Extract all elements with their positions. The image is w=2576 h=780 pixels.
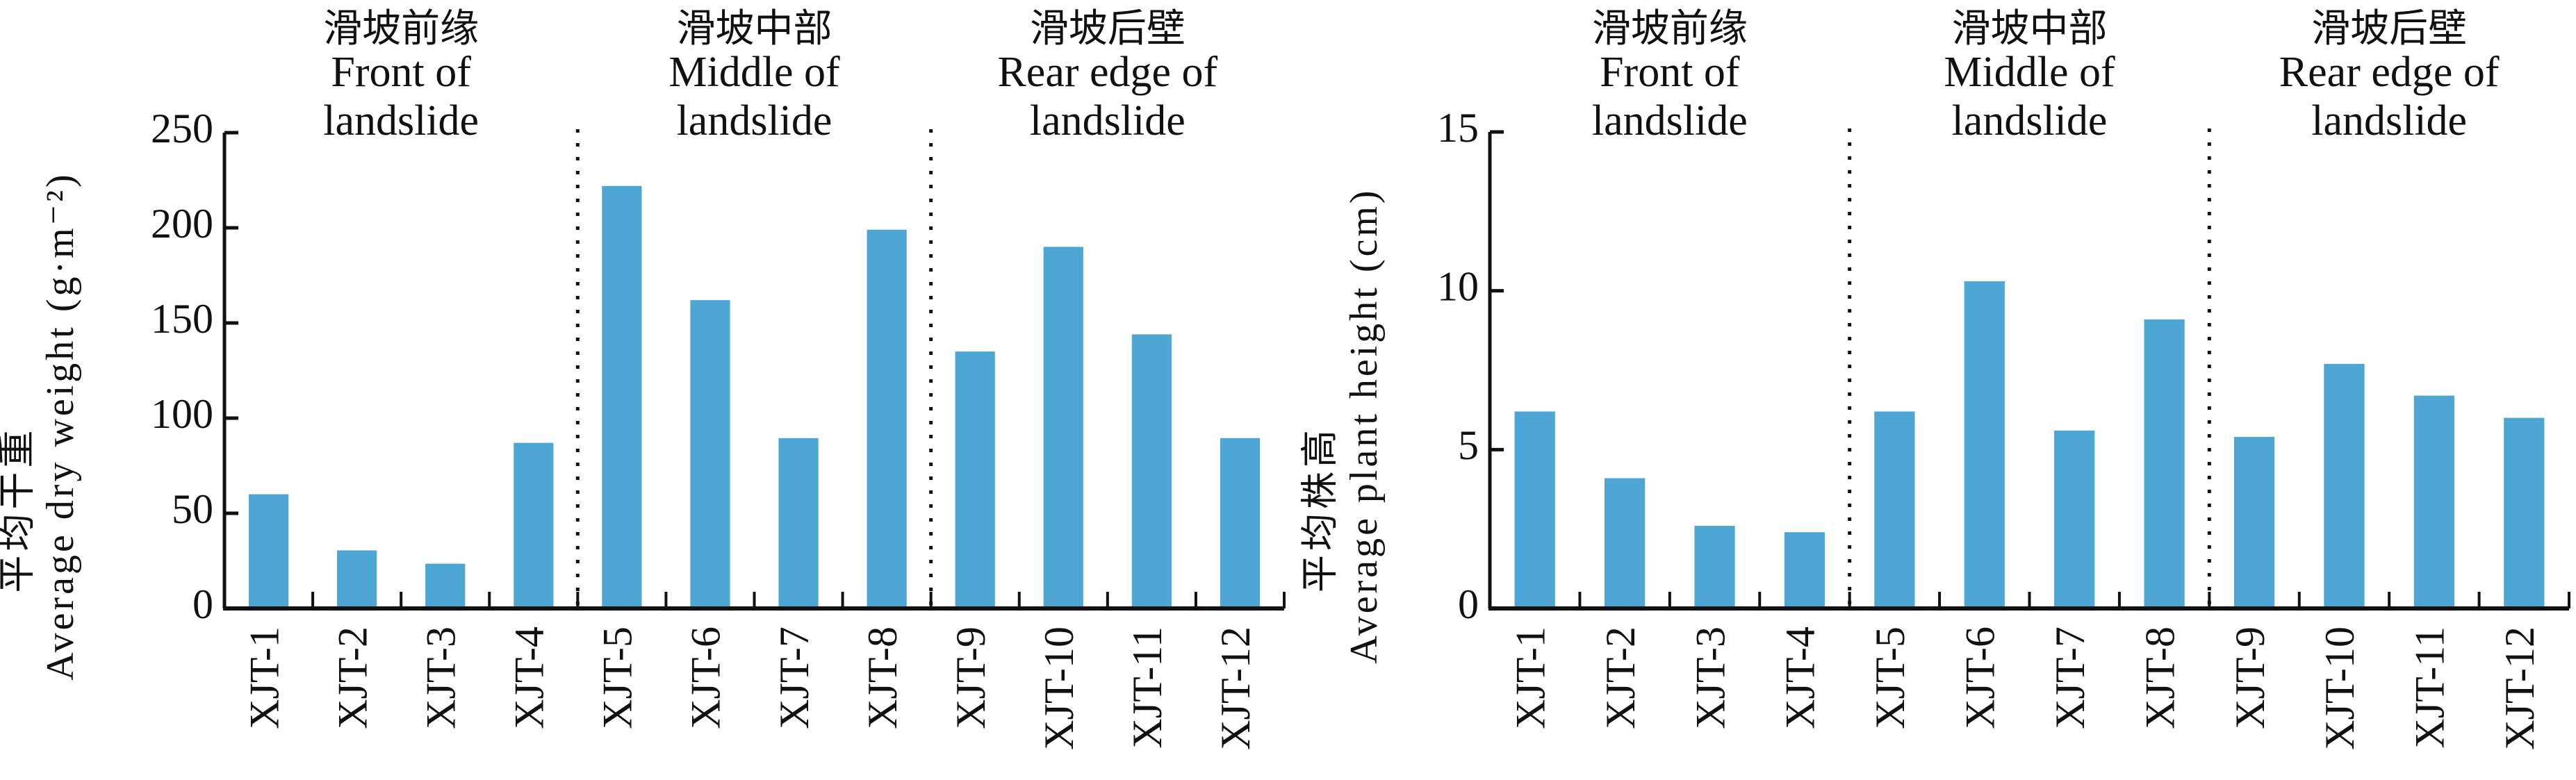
x-tick-label: XJT-1 [241,627,287,729]
bar-xjt-3 [1694,526,1735,608]
y-tick-label: 150 [151,296,213,342]
group-title-en-2: landslide [323,97,479,144]
bar-xjt-5 [1874,411,1915,608]
group-title-en-2: landslide [2311,97,2467,144]
x-tick-label: XJT-12 [1213,627,1258,750]
bar-xjt-4 [1784,532,1826,608]
x-tick-label: XJT-10 [2317,627,2363,750]
x-tick-label: XJT-4 [1778,627,1823,729]
bar-xjt-11 [2413,395,2454,608]
y-tick-label: 0 [192,581,213,627]
x-tick-label: XJT-9 [2227,627,2273,729]
bar-xjt-9 [955,351,995,608]
y-tick-label: 100 [151,391,213,437]
dry-weight-chart: XJT-1 XJT-2 XJT-3 XJT-4 XJT-5 XJT-6 XJT-7 XJT-8… [0,8,1286,750]
y-tick-label: 10 [1437,263,1479,309]
bar-xjt-5 [602,185,642,609]
bar-xjt-1 [248,494,289,608]
bar-xjt-9 [2233,437,2275,608]
x-tick-label: XJT-9 [948,627,994,729]
x-tick-label: XJT-11 [1124,627,1170,749]
x-tick-label: XJT-1 [1507,627,1553,729]
x-tick-label: XJT-10 [1036,627,1082,750]
bar-xjt-7 [2054,430,2095,608]
bar-xjt-10 [1043,247,1083,608]
bar-xjt-1 [1514,411,1555,608]
x-tick-label: XJT-3 [1687,627,1733,729]
x-tick-label: XJT-8 [860,627,905,729]
bar-xjt-8 [867,229,907,608]
group-title-cn: 滑坡后壁 [2311,8,2467,51]
x-tick-label: XJT-4 [507,627,552,729]
bar-xjt-7 [778,438,819,608]
x-tick-label: XJT-3 [418,627,463,729]
x-tick-label: XJT-8 [2137,627,2183,729]
group-title-cn: 滑坡前缘 [323,8,479,51]
x-tick-label: XJT-5 [1867,627,1913,729]
bar-xjt-12 [1220,438,1261,608]
bar-xjt-2 [337,550,377,608]
y-tick-label: 250 [151,106,213,151]
group-title-en-1: Middle of [668,49,840,96]
x-tick-label: XJT-2 [329,627,375,729]
group-title-en-2: landslide [1592,97,1748,144]
y-axis-label: Average dry weight (g·m⁻²) [39,172,82,680]
x-tick-label: XJT-12 [2497,627,2543,750]
plant-height-chart: XJT-1 XJT-2 XJT-3 XJT-4 XJT-5 XJT-6 XJT-7 XJT-8… [1299,8,2570,750]
group-title-en-1: Rear edge of [997,49,1217,96]
x-tick-label: XJT-5 [595,627,641,729]
bar-xjt-10 [2324,363,2365,608]
y-tick-label: 200 [151,201,213,247]
group-title-cn: 滑坡中部 [677,8,832,51]
y-axis-label-cn: 平均株高 [1299,426,1340,592]
group-title-en-1: Front of [1600,49,1740,96]
x-tick-label: XJT-6 [1958,627,2003,729]
group-title-en-2: landslide [1030,97,1186,144]
bar-xjt-2 [1605,478,1646,608]
y-tick-label: 5 [1458,422,1479,468]
x-tick-label: XJT-2 [1598,627,1643,729]
group-title-cn: 滑坡前缘 [1592,8,1748,51]
bar-xjt-12 [2504,417,2545,608]
bar-xjt-6 [1964,281,2005,608]
group-title-en-2: landslide [1952,97,2108,144]
bar-xjt-4 [514,442,554,608]
bar-xjt-11 [1131,334,1172,608]
bar-xjt-3 [425,563,466,608]
y-tick-label: 15 [1437,105,1479,151]
y-tick-label: 50 [172,486,213,532]
group-title-cn: 滑坡中部 [1952,8,2108,51]
bar-xjt-6 [690,300,730,608]
x-tick-label: XJT-7 [2047,627,2093,729]
x-tick-label: XJT-7 [771,627,817,729]
x-tick-label: XJT-11 [2407,627,2453,749]
group-title-en-1: Middle of [1944,49,2115,96]
x-tick-label: XJT-6 [683,627,729,729]
y-axis-label-cn: 平均干重 [0,426,38,593]
y-axis-label: Average plant height (cm) [1343,188,1386,663]
group-title-cn: 滑坡后壁 [1030,8,1186,51]
group-title-en-1: Front of [331,49,471,96]
group-title-en-2: landslide [677,97,832,144]
bar-xjt-8 [2144,319,2185,608]
group-title-en-1: Rear edge of [2279,49,2500,96]
y-tick-label: 0 [1458,581,1479,627]
